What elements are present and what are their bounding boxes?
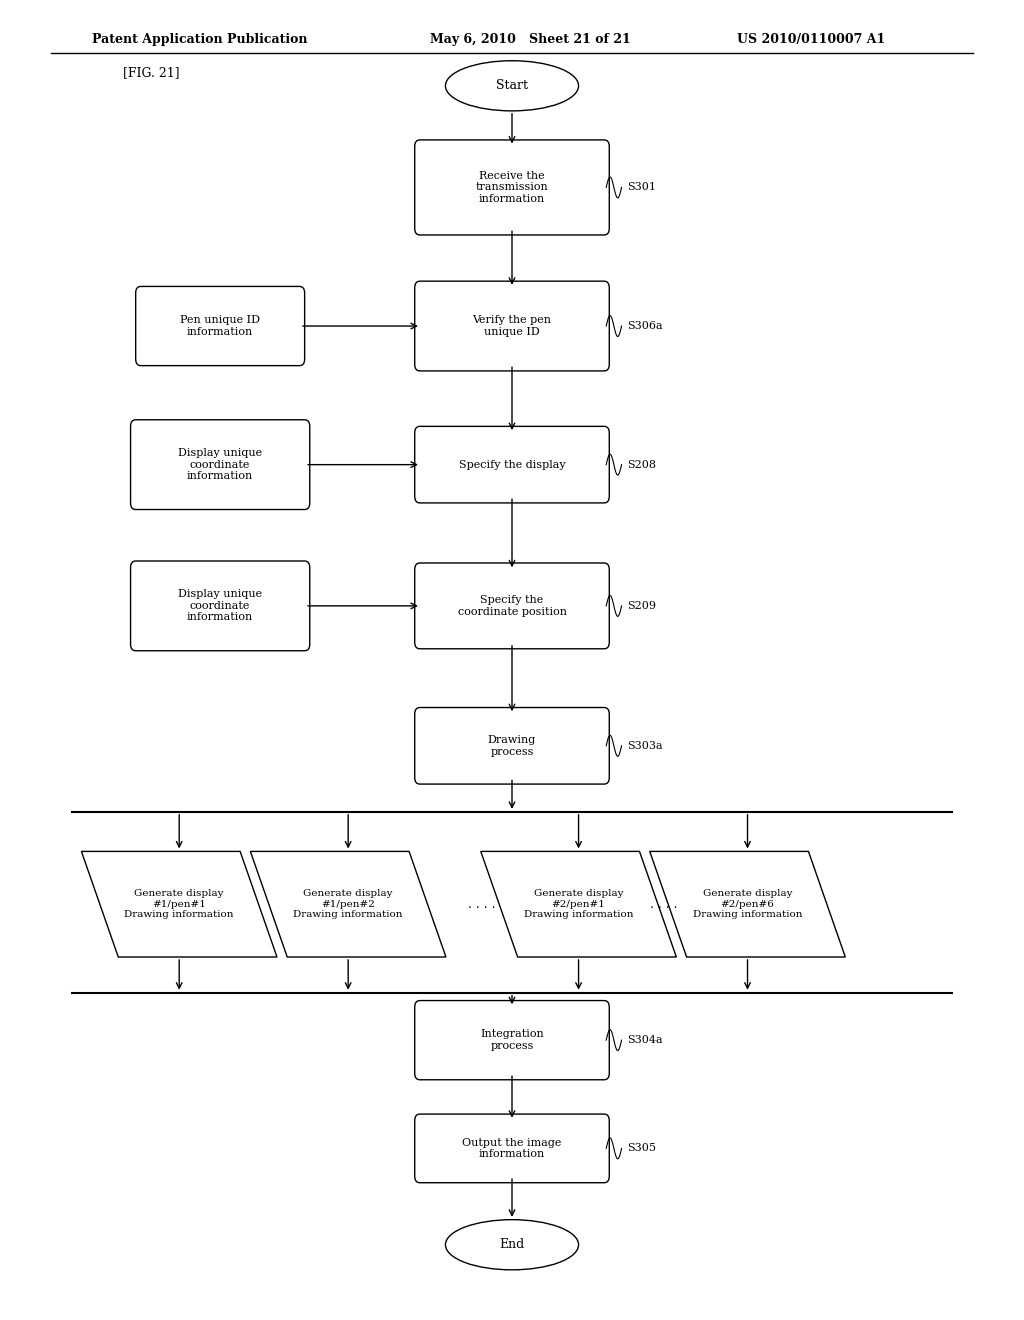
Text: . . . .: . . . . (650, 898, 677, 911)
Text: Start: Start (496, 79, 528, 92)
Text: US 2010/0110007 A1: US 2010/0110007 A1 (737, 33, 886, 46)
Text: Verify the pen
unique ID: Verify the pen unique ID (472, 315, 552, 337)
Polygon shape (649, 851, 846, 957)
Polygon shape (251, 851, 446, 957)
Text: Display unique
coordinate
information: Display unique coordinate information (178, 447, 262, 482)
Ellipse shape (445, 1220, 579, 1270)
Text: . . . .: . . . . (468, 898, 495, 911)
Text: End: End (500, 1238, 524, 1251)
FancyBboxPatch shape (415, 140, 609, 235)
Text: Drawing
process: Drawing process (487, 735, 537, 756)
Text: S304a: S304a (627, 1035, 663, 1045)
Text: Specify the display: Specify the display (459, 459, 565, 470)
Text: S305: S305 (627, 1143, 655, 1154)
Text: Receive the
transmission
information: Receive the transmission information (475, 170, 549, 205)
Text: S306a: S306a (627, 321, 663, 331)
FancyBboxPatch shape (131, 561, 309, 651)
Text: S303a: S303a (627, 741, 663, 751)
Ellipse shape (445, 61, 579, 111)
Text: Pen unique ID
information: Pen unique ID information (180, 315, 260, 337)
FancyBboxPatch shape (135, 286, 305, 366)
Text: S301: S301 (627, 182, 655, 193)
Text: Generate display
#2/pen#6
Drawing information: Generate display #2/pen#6 Drawing inform… (693, 890, 802, 919)
Text: Integration
process: Integration process (480, 1030, 544, 1051)
FancyBboxPatch shape (415, 562, 609, 648)
Text: May 6, 2010   Sheet 21 of 21: May 6, 2010 Sheet 21 of 21 (430, 33, 631, 46)
Text: [FIG. 21]: [FIG. 21] (123, 66, 179, 79)
Text: Generate display
#1/pen#2
Drawing information: Generate display #1/pen#2 Drawing inform… (294, 890, 402, 919)
FancyBboxPatch shape (415, 426, 609, 503)
Text: Patent Application Publication: Patent Application Publication (92, 33, 307, 46)
Polygon shape (81, 851, 276, 957)
Text: S208: S208 (627, 459, 655, 470)
FancyBboxPatch shape (415, 1114, 609, 1183)
FancyBboxPatch shape (415, 708, 609, 784)
Text: Display unique
coordinate
information: Display unique coordinate information (178, 589, 262, 623)
FancyBboxPatch shape (415, 281, 609, 371)
Polygon shape (480, 851, 676, 957)
Text: Generate display
#1/pen#1
Drawing information: Generate display #1/pen#1 Drawing inform… (125, 890, 233, 919)
Text: Output the image
information: Output the image information (462, 1138, 562, 1159)
Text: S209: S209 (627, 601, 655, 611)
Text: Generate display
#2/pen#1
Drawing information: Generate display #2/pen#1 Drawing inform… (524, 890, 633, 919)
FancyBboxPatch shape (415, 1001, 609, 1080)
Text: Specify the
coordinate position: Specify the coordinate position (458, 595, 566, 616)
FancyBboxPatch shape (131, 420, 309, 510)
